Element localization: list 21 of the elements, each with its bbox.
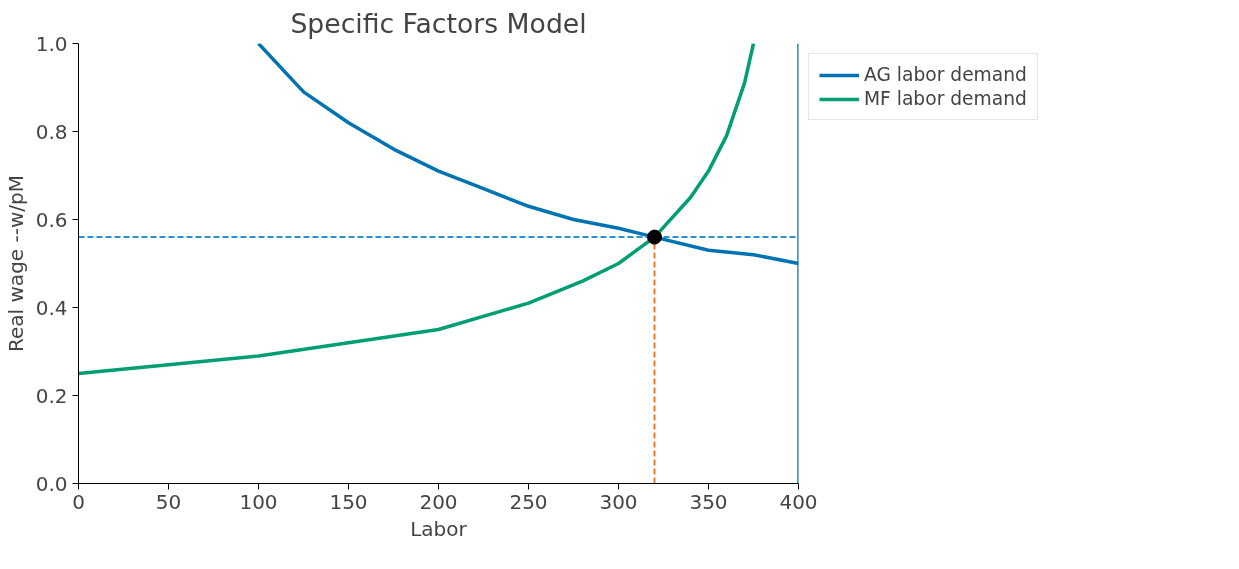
x-tick-label: 300 bbox=[599, 489, 638, 514]
y-tick-label: 1.0 bbox=[35, 31, 68, 56]
x-axis-title: Labor bbox=[410, 516, 468, 541]
y-tick-label: 0.6 bbox=[35, 207, 68, 232]
chart-title: Specific Factors Model bbox=[290, 7, 587, 39]
legend-label: AG labor demand bbox=[864, 64, 1027, 85]
y-tick-label: 0.4 bbox=[35, 295, 68, 320]
y-axis-title: Real wage --w/pM bbox=[3, 175, 28, 352]
y-tick-label: 0.0 bbox=[35, 471, 68, 496]
x-tick-label: 200 bbox=[419, 489, 458, 514]
x-tick-label: 50 bbox=[155, 489, 182, 514]
x-tick-label: 350 bbox=[689, 489, 728, 514]
x-tick-label: 100 bbox=[239, 489, 278, 514]
x-tick-label: 250 bbox=[509, 489, 548, 514]
y-tick-label: 0.8 bbox=[35, 119, 68, 144]
y-tick-label: 0.2 bbox=[35, 383, 68, 408]
legend-label: MF labor demand bbox=[864, 88, 1027, 109]
x-tick-label: 400 bbox=[779, 489, 818, 514]
x-tick-label: 150 bbox=[329, 489, 368, 514]
line-series bbox=[78, 43, 756, 376]
x-tick-label: 0 bbox=[72, 489, 85, 514]
